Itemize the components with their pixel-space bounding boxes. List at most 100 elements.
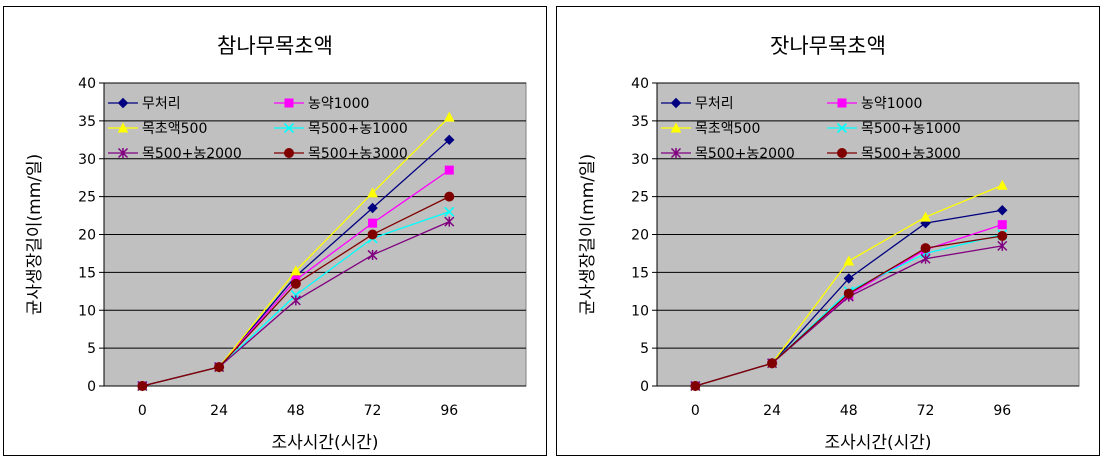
legend-item: 목500+농2000 [661,146,795,162]
series-6 [690,231,1008,391]
legend-label: 무처리 [695,96,734,112]
data-point [368,218,378,228]
y-tick-label: 20 [78,228,96,244]
legend-marker [837,148,847,158]
chart-title: 잣나무목초액 [770,34,886,58]
data-point [843,255,855,266]
legend-item: 목500+농3000 [274,146,408,162]
legend-marker [117,147,129,159]
y-tick-label: 0 [640,379,649,395]
series-6 [137,191,455,391]
y-tick-label: 40 [631,76,649,92]
x-tick-label: 24 [763,403,781,419]
legend-item: 목500+농1000 [827,121,961,137]
data-point [997,220,1007,230]
x-tick-label: 24 [210,403,228,419]
legend-marker [837,98,847,108]
legend-label: 목초액500 [695,121,760,137]
data-point [920,253,931,264]
data-point [690,381,701,391]
y-tick-label: 35 [78,114,96,130]
y-tick-label: 10 [631,303,649,319]
data-point [214,362,225,373]
x-axis-label: 조사시간(시간) [824,433,931,453]
data-point [443,111,455,122]
legend-label: 목500+농1000 [308,121,408,137]
x-tick-label: 72 [917,403,935,419]
data-point [367,249,378,260]
data-point [290,278,301,289]
x-tick-label: 0 [138,403,147,419]
legend-label: 목500+농2000 [695,146,795,162]
y-tick-label: 0 [87,379,96,395]
data-point [444,206,455,217]
data-point [843,273,855,284]
y-tick-label: 20 [631,228,649,244]
data-point [997,205,1008,216]
data-point [997,231,1008,242]
chart-title: 참나무목초액 [217,34,333,58]
x-tick-label: 48 [287,403,305,419]
data-point [920,243,931,254]
legend-item: 농약1000 [827,96,922,112]
chart-oak-svg: 참나무목초액 0 5 10 15 20 25 30 35 40 0 24 48 72 96 조사시간(시간) 균… [25,34,527,453]
y-tick-label: 5 [640,341,649,357]
y-tick-label: 30 [631,152,649,168]
legend-item: 농약1000 [274,96,369,112]
data-point [367,187,378,198]
data-point [843,288,854,299]
x-tick-label: 72 [364,403,382,419]
x-tick-label: 0 [691,403,700,419]
legend-marker [670,147,682,159]
legend-label: 무처리 [142,96,181,112]
legend-label: 목500+농1000 [861,121,961,137]
legend-marker [836,122,848,134]
chart-oak: 참나무목초액 0 5 10 15 20 25 30 35 40 0 24 48 72 96 조사시간(시간) 균… [3,6,547,456]
data-point [137,381,148,391]
legend-marker [670,97,682,109]
data-point [444,134,455,146]
legend-marker [670,122,682,133]
x-tick-label: 48 [840,403,858,419]
legend-label: 목500+농3000 [861,146,961,162]
data-point [997,240,1008,251]
legend-item: 목초액500 [108,121,207,137]
data-point [444,191,455,202]
y-tick-label: 10 [78,303,96,319]
data-point [920,211,931,222]
legend-item: 무처리 [108,96,181,112]
y-tick-label: 15 [631,265,649,281]
legend-marker [284,148,294,158]
x-tick-label: 96 [440,403,458,419]
y-tick-label: 30 [78,152,96,168]
legend-label: 농약1000 [861,96,922,112]
legend-item: 목500+농3000 [827,146,961,162]
legend-label: 목500+농2000 [142,146,242,162]
x-axis-label: 조사시간(시간) [271,433,378,453]
data-point [767,358,778,369]
data-point [444,165,454,175]
y-tick-label: 35 [631,114,649,130]
y-tick-label: 5 [87,341,96,357]
data-point [367,202,378,214]
legend-marker [283,122,295,134]
y-tick-label: 25 [78,190,96,206]
data-point [367,229,378,240]
y-tick-label: 15 [78,265,96,281]
data-point [290,265,302,276]
chart-pine-svg: 잣나무목초액 0 5 10 15 20 25 30 35 40 0 24 48 72 96 조사시간(시간) 균… [578,34,1080,453]
legend-item: 목500+농2000 [108,146,242,162]
legend-label: 목500+농3000 [308,146,408,162]
legend-marker [117,122,129,133]
chart-pine: 잣나무목초액 0 5 10 15 20 25 30 35 40 0 24 48 72 96 조사시간(시간) 균… [556,6,1100,456]
legend-label: 농약1000 [308,96,369,112]
legend-item: 무처리 [661,96,734,112]
data-point [290,295,301,306]
y-tick-label: 40 [78,76,96,92]
legend-item: 목초액500 [661,121,760,137]
x-tick-label: 96 [993,403,1011,419]
legend-item: 목500+농1000 [274,121,408,137]
y-axis-label: 균사생장길이(mm/일) [25,154,45,316]
legend-marker [284,98,294,108]
data-point [444,216,455,227]
